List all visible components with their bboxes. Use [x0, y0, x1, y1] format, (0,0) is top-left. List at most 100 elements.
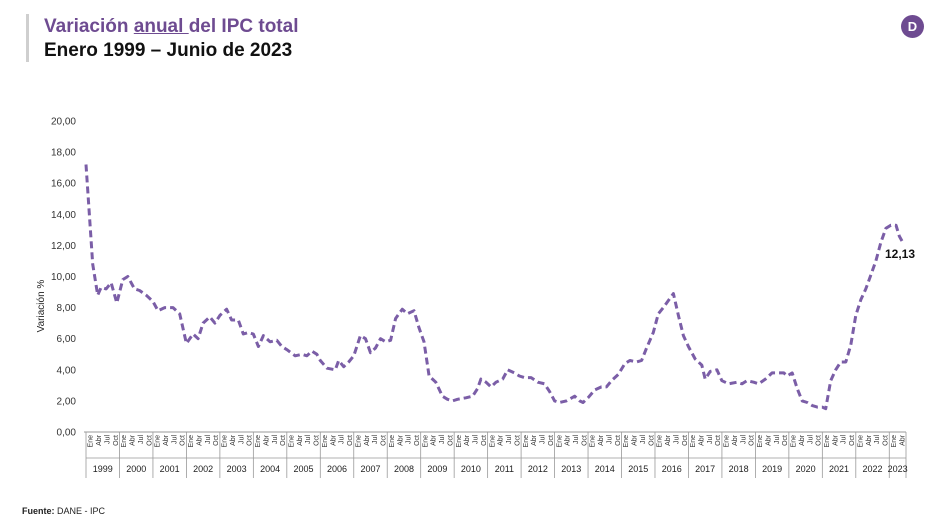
- x-tick-label: Oct: [347, 435, 354, 446]
- x-tick-label: Oct: [648, 435, 655, 446]
- x-tick-label: Ene: [489, 435, 496, 448]
- title-part-1: Variación: [44, 16, 134, 37]
- x-tick-label: Oct: [849, 435, 856, 446]
- dane-logo-icon: D: [901, 15, 924, 38]
- x-tick-label: Jul: [841, 435, 848, 444]
- y-tick-label: 20,00: [51, 117, 76, 128]
- x-tick-label: Jul: [205, 435, 212, 444]
- x-tick-label: Ene: [188, 435, 195, 448]
- x-tick-label: Abr: [598, 434, 605, 446]
- x-tick-label: Abr: [130, 434, 137, 446]
- year-label: 2011: [495, 464, 514, 474]
- year-label: 2016: [662, 464, 682, 474]
- x-tick-label: Jul: [606, 435, 613, 444]
- x-tick-label: Jul: [640, 435, 647, 444]
- source-note: Fuente: DANE - IPC: [22, 506, 105, 516]
- x-tick-label: Ene: [289, 435, 296, 448]
- x-tick-label: Ene: [355, 435, 362, 448]
- x-tick-label: Jul: [238, 435, 245, 444]
- x-tick-label: Oct: [749, 435, 756, 446]
- x-tick-label: Jul: [673, 435, 680, 444]
- y-tick-label: 4,00: [57, 365, 77, 376]
- x-tick-label: Ene: [724, 435, 731, 448]
- x-tick-label: Abr: [397, 434, 404, 446]
- x-tick-label: Oct: [514, 435, 521, 446]
- year-label: 2015: [628, 464, 648, 474]
- x-tick-label: Ene: [556, 435, 563, 448]
- x-tick-label: Jul: [740, 435, 747, 444]
- year-label: 2013: [561, 464, 581, 474]
- x-tick-label: Abr: [732, 434, 739, 446]
- year-label: 2014: [595, 464, 615, 474]
- year-label: 2012: [528, 464, 548, 474]
- title-part-2: del IPC total: [188, 16, 299, 37]
- year-label: 2008: [394, 464, 414, 474]
- y-tick-label: 6,00: [57, 334, 77, 345]
- x-tick-label: Jul: [506, 435, 513, 444]
- x-tick-label: Oct: [883, 435, 890, 446]
- x-tick-label: Ene: [657, 435, 664, 448]
- x-tick-label: Oct: [548, 435, 555, 446]
- year-label: 2000: [126, 464, 146, 474]
- x-tick-label: Abr: [531, 434, 538, 446]
- x-tick-label: Jul: [138, 435, 145, 444]
- year-label: 2021: [829, 464, 849, 474]
- x-tick-label: Abr: [263, 434, 270, 446]
- x-tick-label: Ene: [523, 435, 530, 448]
- x-tick-label: Ene: [155, 435, 162, 448]
- x-tick-label: Oct: [213, 435, 220, 446]
- x-tick-label: Ene: [757, 435, 764, 448]
- x-tick-label: Abr: [866, 434, 873, 446]
- x-tick-label: Abr: [364, 434, 371, 446]
- x-tick-label: Jul: [372, 435, 379, 444]
- x-tick-label: Jul: [406, 435, 413, 444]
- x-tick-label: Abr: [230, 434, 237, 446]
- x-tick-label: Ene: [824, 435, 831, 448]
- year-label: 2019: [762, 464, 782, 474]
- x-tick-label: Ene: [891, 435, 898, 448]
- x-tick-label: Ene: [88, 435, 95, 448]
- x-tick-label: Abr: [96, 434, 103, 446]
- x-tick-label: Abr: [799, 434, 806, 446]
- y-tick-label: 18,00: [51, 148, 76, 159]
- x-tick-label: Ene: [690, 435, 697, 448]
- x-tick-label: Ene: [422, 435, 429, 448]
- x-tick-label: Abr: [832, 434, 839, 446]
- y-axis-label: Variación %: [36, 280, 47, 333]
- year-label: 2001: [160, 464, 180, 474]
- year-label: 2003: [227, 464, 247, 474]
- x-tick-label: Ene: [255, 435, 262, 448]
- x-tick-label: Abr: [899, 434, 906, 446]
- x-tick-label: Oct: [447, 435, 454, 446]
- x-tick-label: Abr: [699, 434, 706, 446]
- title-accent-bar: [26, 14, 29, 62]
- year-label: 2020: [796, 464, 816, 474]
- source-label: Fuente:: [22, 506, 55, 516]
- y-tick-label: 12,00: [51, 241, 76, 252]
- x-tick-label: Abr: [498, 434, 505, 446]
- year-label: 2017: [695, 464, 715, 474]
- x-tick-label: Ene: [791, 435, 798, 448]
- x-tick-label: Jul: [473, 435, 480, 444]
- x-tick-label: Jul: [171, 435, 178, 444]
- x-tick-label: Oct: [615, 435, 622, 446]
- y-tick-label: 8,00: [57, 303, 77, 314]
- year-label: 1999: [93, 464, 113, 474]
- x-tick-label: Oct: [146, 435, 153, 446]
- x-tick-label: Oct: [314, 435, 321, 446]
- year-label: 2018: [729, 464, 749, 474]
- y-tick-label: 2,00: [57, 396, 77, 407]
- x-tick-label: Abr: [163, 434, 170, 446]
- year-label: 2010: [461, 464, 481, 474]
- x-tick-label: Oct: [682, 435, 689, 446]
- x-tick-label: Abr: [565, 434, 572, 446]
- x-tick-label: Oct: [715, 435, 722, 446]
- x-tick-label: Oct: [113, 435, 120, 446]
- year-label: 2004: [260, 464, 280, 474]
- chart-title: Variación anual del IPC total: [44, 16, 298, 38]
- x-tick-label: Abr: [431, 434, 438, 446]
- year-label: 2022: [863, 464, 883, 474]
- x-tick-label: Ene: [590, 435, 597, 448]
- x-tick-label: Oct: [414, 435, 421, 446]
